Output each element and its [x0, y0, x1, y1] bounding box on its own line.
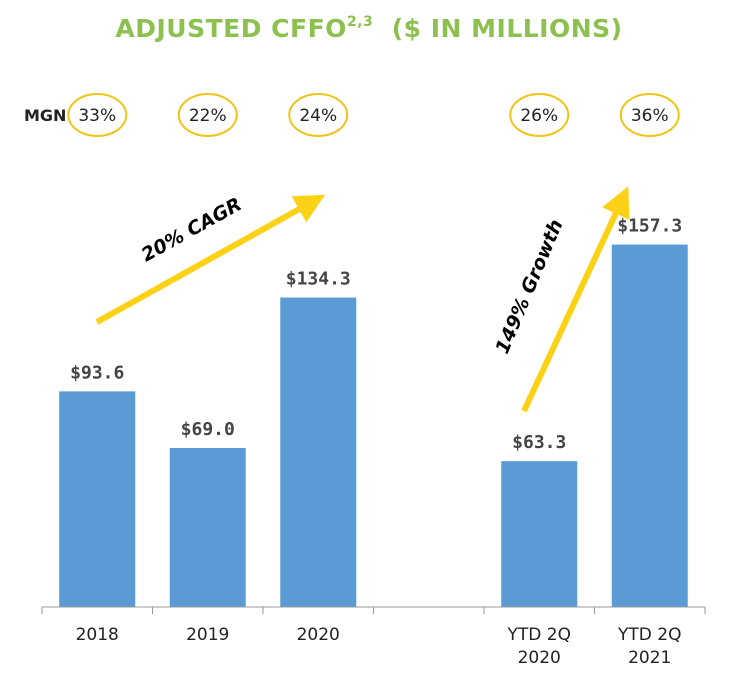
- bar-value-label: $93.6: [70, 362, 124, 383]
- margin-circle: [67, 93, 128, 137]
- chart-title-superscript: 2,3: [346, 14, 374, 30]
- x-tick-label: 2020: [518, 648, 561, 668]
- margin-row: 33% 22% 24% 26% 36%: [67, 93, 680, 137]
- chart-title-main: ADJUSTED CFFO: [115, 14, 347, 43]
- bar-value-label: $63.3: [512, 432, 566, 453]
- margin-circle: [177, 93, 238, 137]
- margin-value: 22%: [189, 106, 227, 126]
- cagr-annotation: 20% CAGR: [138, 193, 246, 266]
- margin-value: 33%: [78, 106, 116, 126]
- bar-value-label: $134.3: [286, 269, 351, 290]
- bar: [280, 297, 357, 607]
- x-tick-label: YTD 2Q: [617, 625, 681, 645]
- x-tick-label: 2019: [186, 625, 229, 645]
- chart-title: ADJUSTED CFFO2,3 ($ IN MILLIONS): [0, 14, 738, 43]
- bar-value-label: $157.3: [617, 216, 682, 237]
- margin-row-label: MGN: [24, 106, 66, 125]
- x-tick-label: YTD 2Q: [507, 625, 571, 645]
- margin-value: 36%: [631, 106, 669, 126]
- x-tick-label: 2020: [297, 625, 340, 645]
- chart-title-units: ($ IN MILLIONS): [391, 14, 623, 43]
- margin-circle: [509, 93, 570, 137]
- margin-circle: [619, 93, 680, 137]
- bar-series: $93.6 $69.0 $134.3 $63.3 $157.3: [59, 216, 688, 607]
- bar: [169, 448, 246, 607]
- margin-value: 26%: [520, 106, 558, 126]
- margin-value: 24%: [299, 106, 337, 126]
- x-axis-ticks: 2018 2019 2020 YTD 2Q 2020 YTD 2Q 2021: [41, 607, 706, 668]
- growth-arrow: [521, 186, 630, 413]
- margin-circle: [288, 93, 349, 137]
- bar: [501, 461, 578, 607]
- bar: [59, 391, 136, 607]
- x-tick-label: 2021: [628, 648, 671, 668]
- bar-value-label: $69.0: [181, 419, 235, 440]
- bar: [611, 244, 688, 607]
- cagr-arrow: [95, 194, 326, 325]
- x-tick-label: 2018: [76, 625, 119, 645]
